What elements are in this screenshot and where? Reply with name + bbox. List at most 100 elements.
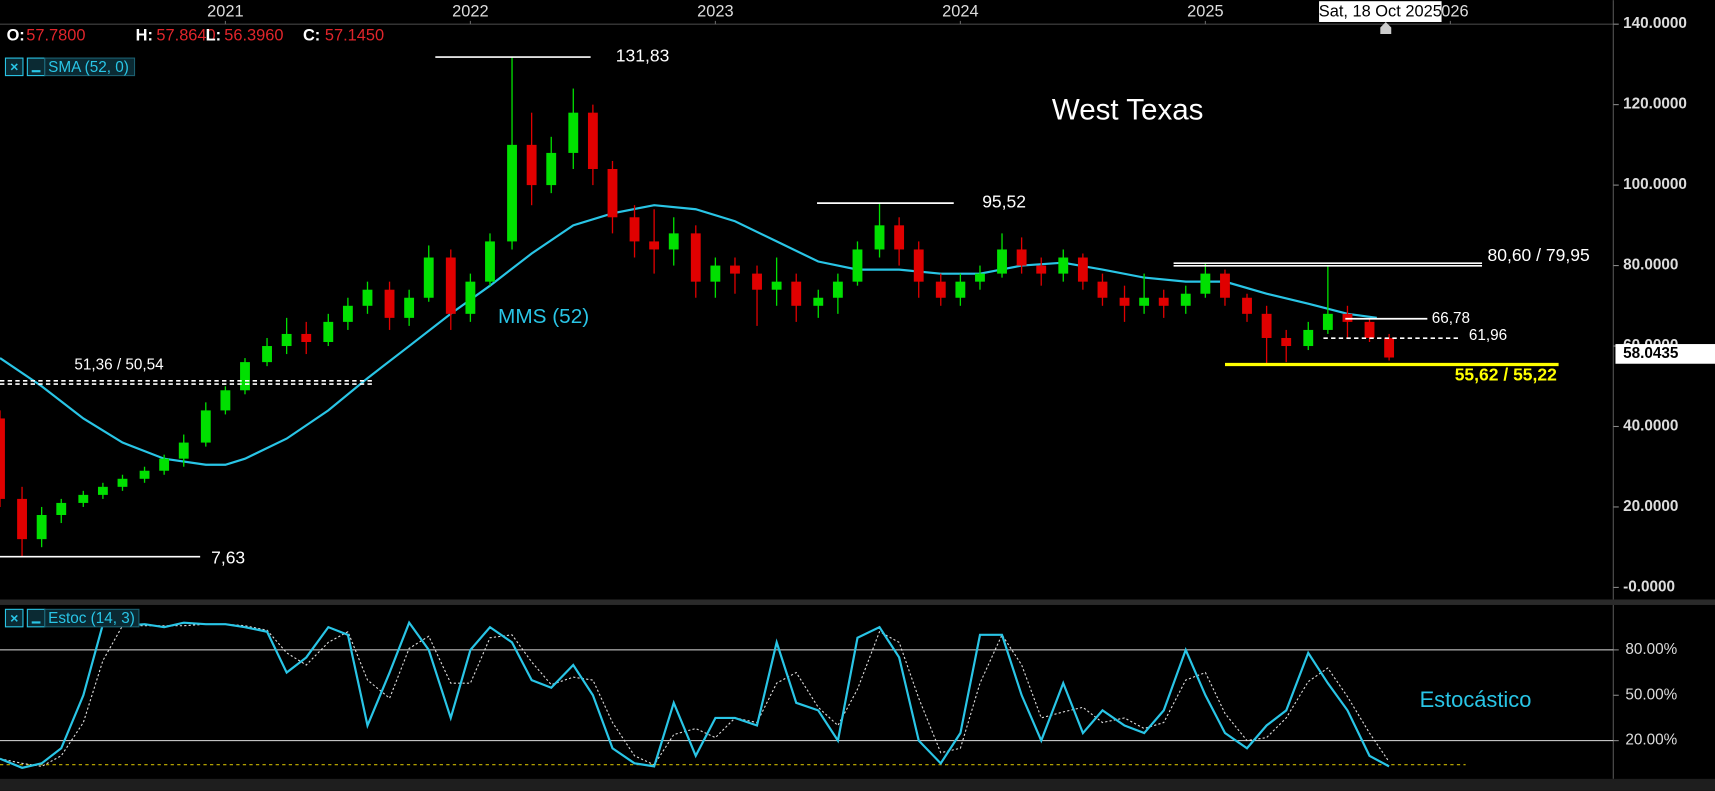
candle-body bbox=[384, 289, 395, 318]
ohlc-value: 56.3960 bbox=[224, 27, 283, 45]
candle-body bbox=[1119, 297, 1130, 306]
candle-body bbox=[935, 281, 946, 298]
close-glyph: × bbox=[10, 611, 18, 627]
panel-divider bbox=[0, 599, 1715, 605]
y-tick-label: 100.0000 bbox=[1623, 176, 1687, 193]
candle-body bbox=[852, 249, 863, 282]
stoch-legend: × Estoc (14, 3) bbox=[4, 608, 140, 628]
y-tick-label: 20.00% bbox=[1625, 732, 1677, 749]
candle-body bbox=[607, 169, 618, 218]
candle-body bbox=[587, 112, 598, 170]
candle-body bbox=[752, 273, 762, 290]
candle-body bbox=[975, 273, 985, 282]
candle-body bbox=[1303, 329, 1314, 347]
candle-body bbox=[56, 502, 67, 515]
last-price-label: 58.0435 bbox=[1623, 345, 1679, 362]
candle-body bbox=[507, 144, 517, 242]
x-tick-label: 2022 bbox=[452, 2, 488, 20]
ohlc-key: O: bbox=[7, 27, 25, 45]
ohlc-key: C: bbox=[303, 27, 320, 45]
candle-body bbox=[1077, 257, 1088, 282]
level-label: 55,62 / 55,22 bbox=[1455, 364, 1557, 384]
indicator-label-box[interactable] bbox=[44, 608, 140, 628]
candle-body bbox=[1322, 313, 1333, 330]
y-tick-label: 80.0000 bbox=[1623, 257, 1678, 274]
candle-body bbox=[568, 112, 579, 153]
candle-body bbox=[139, 470, 150, 479]
ohlc-value: 57.8640 bbox=[156, 27, 215, 45]
candle-body bbox=[485, 241, 495, 282]
candle-body bbox=[526, 144, 537, 186]
candle-body bbox=[1364, 321, 1375, 338]
candle-body bbox=[913, 249, 924, 282]
level-label: 80,60 / 79,95 bbox=[1488, 245, 1590, 265]
indicator-label: SMA (52, 0) bbox=[48, 59, 129, 76]
last-price-box bbox=[1615, 344, 1715, 364]
level-label: 61,96 bbox=[1469, 327, 1507, 344]
close-icon[interactable] bbox=[4, 57, 24, 77]
y-tick-label: 80.00% bbox=[1625, 641, 1677, 658]
candle-body bbox=[668, 233, 679, 250]
sma-legend: × SMA (52, 0) bbox=[4, 57, 136, 77]
candle-body bbox=[629, 217, 640, 242]
candle-body bbox=[1242, 297, 1252, 314]
ohlc-value: 57.7800 bbox=[26, 27, 85, 45]
candle-body bbox=[220, 390, 231, 411]
candle-body bbox=[17, 498, 27, 540]
candle-body bbox=[404, 297, 415, 318]
candle-body bbox=[955, 281, 966, 298]
candle-body bbox=[159, 458, 170, 471]
candle-body bbox=[874, 225, 885, 250]
candle-body bbox=[894, 225, 905, 250]
candle-body bbox=[0, 418, 5, 499]
candle-body bbox=[1261, 313, 1272, 338]
candle-body bbox=[813, 297, 824, 306]
candle-body bbox=[200, 410, 211, 443]
candle-body bbox=[97, 486, 108, 495]
candle-body bbox=[117, 478, 128, 487]
level-label: 66,78 bbox=[1432, 310, 1470, 327]
close-icon[interactable] bbox=[4, 608, 24, 628]
y-tick-label: 120.0000 bbox=[1623, 96, 1687, 113]
x-tick-label: 2021 bbox=[207, 2, 243, 20]
ohlc-key: L: bbox=[206, 27, 221, 45]
candle-body bbox=[1016, 249, 1027, 266]
candle-body bbox=[1158, 297, 1169, 306]
minimize-icon[interactable] bbox=[26, 57, 46, 77]
candle-body bbox=[1097, 281, 1108, 298]
candle-body bbox=[178, 442, 189, 459]
candle-body bbox=[832, 281, 843, 298]
candle-body bbox=[36, 514, 47, 540]
candle-body bbox=[1200, 273, 1211, 294]
candle-body bbox=[1180, 293, 1191, 306]
y-tick-label: -0.0000 bbox=[1623, 578, 1675, 595]
candle-body bbox=[423, 257, 434, 298]
y-tick-label: 20.0000 bbox=[1623, 498, 1678, 515]
level-label: 51,36 / 50,54 bbox=[74, 357, 164, 374]
y-tick-label: 140.0000 bbox=[1623, 15, 1687, 32]
minimize-icon[interactable] bbox=[26, 608, 46, 628]
candle-body bbox=[1384, 337, 1395, 358]
candle-body bbox=[771, 281, 782, 290]
candle-body bbox=[1220, 273, 1230, 298]
candle-body bbox=[710, 265, 721, 282]
candle-body bbox=[262, 346, 272, 363]
x-tick-label: 2023 bbox=[697, 2, 733, 20]
candle-body bbox=[240, 362, 250, 391]
candle-body bbox=[445, 257, 456, 314]
candle-body bbox=[1281, 337, 1292, 347]
series-annotation: MMS (52) bbox=[498, 305, 589, 328]
indicator-label-box[interactable] bbox=[44, 57, 136, 77]
candle-body bbox=[78, 494, 89, 503]
y-tick-label: 50.00% bbox=[1625, 686, 1677, 703]
candle-body bbox=[546, 152, 557, 186]
level-label: 95,52 bbox=[982, 192, 1026, 212]
bottom-strip bbox=[0, 778, 1715, 791]
candle-body bbox=[1058, 257, 1069, 274]
candle-body bbox=[281, 333, 292, 347]
candle-body bbox=[1036, 265, 1047, 274]
candle-body bbox=[791, 281, 802, 306]
